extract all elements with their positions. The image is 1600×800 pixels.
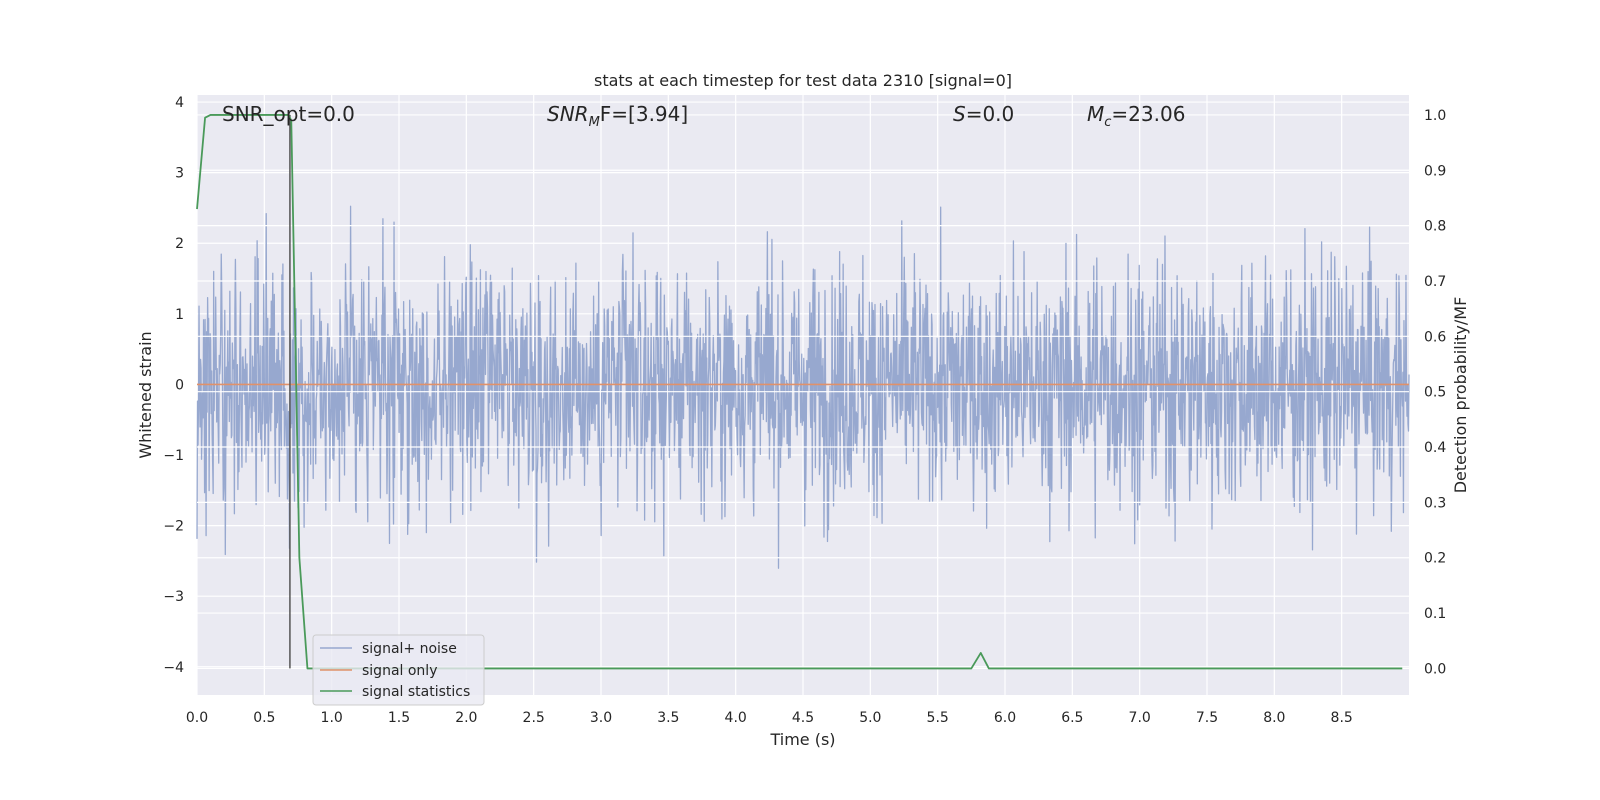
annotation-snr-mf-rest: F=[3.94] bbox=[600, 102, 688, 126]
x-tick-label: 0.0 bbox=[186, 710, 208, 726]
y-axis-right-label: Detection probability/MF bbox=[1451, 297, 1470, 494]
x-tick-label: 5.5 bbox=[927, 710, 949, 726]
annotation-s-main: S bbox=[953, 102, 966, 126]
annotation-mc-sub: c bbox=[1104, 115, 1111, 130]
x-tick-label: 4.0 bbox=[725, 710, 747, 726]
x-tick-label: 5.0 bbox=[859, 710, 881, 726]
x-tick-label: 8.5 bbox=[1331, 710, 1353, 726]
signal-noise-line bbox=[196, 205, 1410, 569]
x-tick-label: 8.0 bbox=[1263, 710, 1285, 726]
y-tick-label: −2 bbox=[163, 519, 184, 535]
annotation-snr-mf-main: SNR bbox=[547, 102, 589, 126]
x-tick-label: 1.0 bbox=[321, 710, 343, 726]
right-y-tick-label: 0.7 bbox=[1424, 274, 1446, 290]
series-signal-noise bbox=[196, 205, 1410, 569]
y-tick-label: −3 bbox=[163, 589, 184, 605]
annotation-mc: Mc=23.06 bbox=[1087, 102, 1185, 130]
annotation-snr-mf-sub: M bbox=[589, 115, 600, 130]
x-tick-label: 0.5 bbox=[253, 710, 275, 726]
x-tick-label: 6.0 bbox=[994, 710, 1016, 726]
x-tick-label: 2.5 bbox=[523, 710, 545, 726]
y-tick-label: −1 bbox=[163, 448, 184, 464]
y-tick-label: 2 bbox=[175, 236, 184, 252]
right-y-tick-label: 0.9 bbox=[1424, 163, 1446, 179]
y-tick-label: 3 bbox=[175, 166, 184, 182]
legend: signal+ noise signal only signal statist… bbox=[312, 634, 485, 706]
right-y-tick-label: 0.3 bbox=[1424, 495, 1446, 511]
y-tick-label: −4 bbox=[163, 660, 184, 676]
annotation-mc-rest: =23.06 bbox=[1111, 102, 1185, 126]
legend-label-signal-noise: signal+ noise bbox=[362, 641, 457, 657]
x-tick-label: 2.0 bbox=[455, 710, 477, 726]
x-tick-label: 3.5 bbox=[657, 710, 679, 726]
axis-ticks: 0.0 0.5 1.0 1.5 2.0 2.5 3.0 3.5 4.0 4.5 5.0 5.5 6.0 6… bbox=[163, 95, 1446, 726]
chart-title: stats at each timestep for test data 231… bbox=[594, 71, 1012, 90]
y-tick-label: 4 bbox=[175, 95, 184, 111]
y-tick-label: 0 bbox=[175, 377, 184, 393]
x-axis-label: Time (s) bbox=[769, 730, 835, 749]
x-tick-label: 3.0 bbox=[590, 710, 612, 726]
x-tick-label: 7.5 bbox=[1196, 710, 1218, 726]
legend-label-signal-only: signal only bbox=[362, 663, 437, 679]
right-y-tick-label: 0.1 bbox=[1424, 606, 1446, 622]
legend-box bbox=[312, 634, 485, 706]
annotation-mc-main: M bbox=[1087, 102, 1104, 126]
x-tick-label: 6.5 bbox=[1061, 710, 1083, 726]
right-y-tick-label: 0.2 bbox=[1424, 551, 1446, 567]
right-y-tick-label: 0.4 bbox=[1424, 440, 1446, 456]
x-tick-label: 4.5 bbox=[792, 710, 814, 726]
y-axis-label: Whitened strain bbox=[136, 331, 155, 458]
y-tick-label: 1 bbox=[175, 307, 184, 323]
legend-label-signal-statistics: signal statistics bbox=[362, 684, 470, 700]
right-y-tick-label: 0.8 bbox=[1424, 219, 1446, 235]
x-tick-label: 7.0 bbox=[1129, 710, 1151, 726]
right-y-tick-label: 0.0 bbox=[1424, 661, 1446, 677]
annotation-s: S=0.0 bbox=[953, 102, 1014, 126]
x-tick-label: 1.5 bbox=[388, 710, 410, 726]
right-y-tick-label: 1.0 bbox=[1424, 108, 1446, 124]
annotation-snr-opt: SNR_opt=0.0 bbox=[222, 102, 355, 126]
annotation-snr-mf: SNRMF=[3.94] bbox=[547, 102, 688, 130]
annotation-s-rest: =0.0 bbox=[966, 102, 1015, 126]
right-y-tick-label: 0.6 bbox=[1424, 329, 1446, 345]
right-y-tick-label: 0.5 bbox=[1424, 385, 1446, 401]
